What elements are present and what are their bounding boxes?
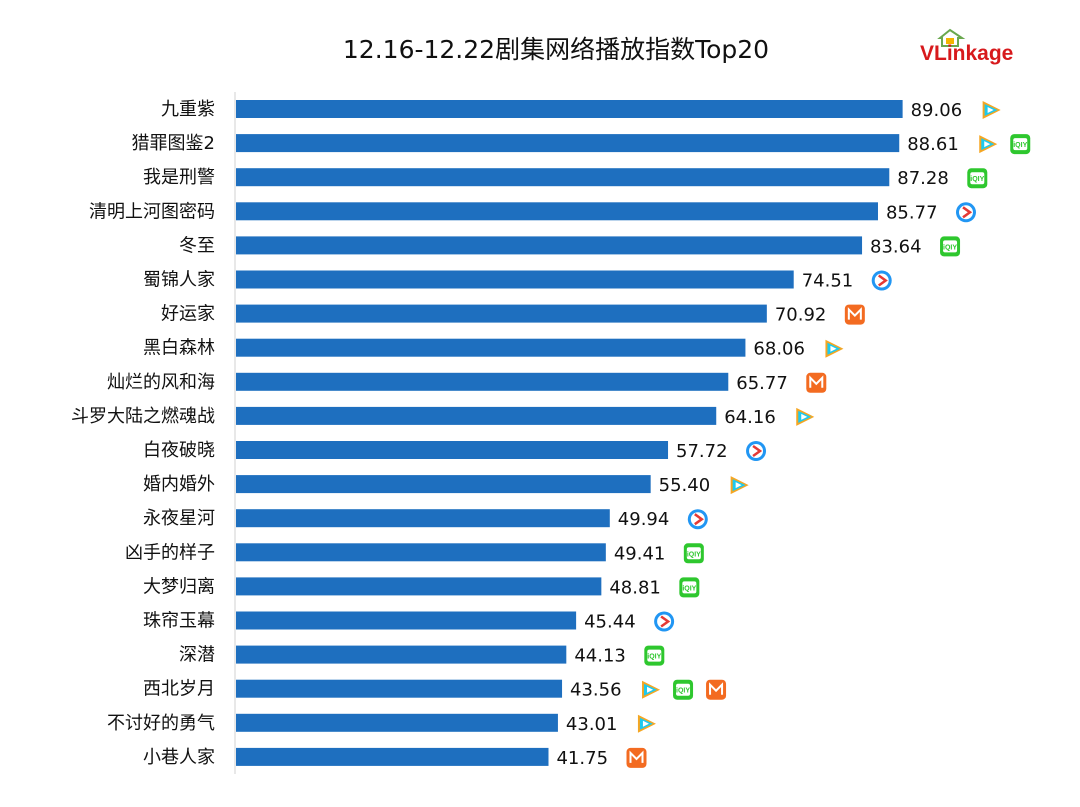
tencent-video-icon xyxy=(637,714,656,733)
value-label: 68.06 xyxy=(753,339,805,360)
bar xyxy=(236,134,900,153)
bar xyxy=(236,270,794,289)
value-label: 43.01 xyxy=(566,714,618,735)
value-label: 88.61 xyxy=(907,134,959,155)
bar xyxy=(236,679,563,698)
iqiyi-icon: iQIY xyxy=(683,543,704,564)
category-label: 黑白森林 xyxy=(143,338,215,359)
value-label: 65.77 xyxy=(736,373,788,394)
value-label: 45.44 xyxy=(584,612,636,633)
category-label: 大梦归离 xyxy=(143,576,215,597)
bar xyxy=(236,509,610,528)
logo-text: VLinkage xyxy=(920,42,1013,65)
bar xyxy=(236,747,549,766)
category-label: 我是刑警 xyxy=(143,167,215,188)
svg-text:iQIY: iQIY xyxy=(943,244,957,251)
bars-group: 九重紫 89.06 猎罪图鉴2 88.61 iQIY 我是刑警 87.28 iQIY 清明上河图… xyxy=(71,99,1031,769)
value-label: 41.75 xyxy=(556,748,608,769)
bar xyxy=(236,338,746,357)
category-label: 灿烂的风和海 xyxy=(107,372,215,393)
bar xyxy=(236,441,669,459)
bar xyxy=(236,304,767,323)
category-label: 不讨好的勇气 xyxy=(107,713,215,734)
tencent-video-icon xyxy=(825,339,844,358)
category-label: 深潜 xyxy=(179,645,215,666)
youku-icon xyxy=(654,611,675,632)
bar xyxy=(236,372,729,391)
category-label: 冬至 xyxy=(179,235,215,256)
mango-tv-icon xyxy=(626,747,647,768)
svg-text:iQIY: iQIY xyxy=(970,176,984,183)
bar xyxy=(236,645,567,664)
value-label: 74.51 xyxy=(802,271,854,292)
mango-tv-icon xyxy=(706,679,727,700)
chart-title: 12.16-12.22剧集网络播放指数Top20 xyxy=(342,35,770,64)
tencent-video-icon xyxy=(796,407,815,426)
category-label: 斗罗大陆之燃魂战 xyxy=(71,406,215,427)
bar xyxy=(236,543,606,562)
bar xyxy=(236,475,651,494)
bar xyxy=(236,713,558,732)
value-label: 44.13 xyxy=(574,646,626,667)
svg-text:iQIY: iQIY xyxy=(1013,142,1027,149)
iqiyi-icon: iQIY xyxy=(679,577,700,598)
youku-icon xyxy=(871,270,892,291)
value-label: 49.41 xyxy=(614,543,666,564)
youku-icon xyxy=(687,509,708,530)
category-label: 清明上河图密码 xyxy=(89,201,215,222)
category-label: 婚内婚外 xyxy=(143,474,215,495)
youku-icon xyxy=(746,441,767,461)
category-label: 西北岁月 xyxy=(143,679,215,700)
bar xyxy=(236,202,878,221)
iqiyi-icon: iQIY xyxy=(1010,134,1031,155)
value-label: 55.40 xyxy=(659,475,711,496)
category-label: 白夜破晓 xyxy=(143,440,215,461)
bar xyxy=(236,168,890,187)
svg-text:iQIY: iQIY xyxy=(682,585,696,592)
svg-text:iQIY: iQIY xyxy=(687,551,701,558)
bar xyxy=(236,577,602,596)
bar xyxy=(236,236,863,255)
category-label: 好运家 xyxy=(161,304,215,325)
value-label: 57.72 xyxy=(676,441,728,462)
tencent-video-icon xyxy=(982,101,1001,119)
value-label: 87.28 xyxy=(897,168,949,189)
value-label: 83.64 xyxy=(870,236,922,257)
category-label: 珠帘玉幕 xyxy=(143,611,215,632)
value-label: 43.56 xyxy=(570,680,622,701)
category-label: 凶手的样子 xyxy=(125,542,215,563)
mango-tv-icon xyxy=(806,372,827,393)
logo-house-icon xyxy=(937,28,966,47)
vlinkage-logo: VLinkage xyxy=(920,28,1013,65)
value-label: 49.94 xyxy=(618,509,670,530)
svg-text:iQIY: iQIY xyxy=(647,654,661,661)
bar xyxy=(236,100,903,118)
value-label: 85.77 xyxy=(886,202,938,223)
tencent-video-icon xyxy=(979,135,998,154)
value-label: 64.16 xyxy=(724,407,776,428)
value-label: 89.06 xyxy=(911,100,963,121)
value-label: 48.81 xyxy=(609,577,661,598)
tencent-video-icon xyxy=(642,680,661,699)
iqiyi-icon: iQIY xyxy=(940,236,961,257)
youku-icon xyxy=(955,202,976,223)
bar xyxy=(236,406,717,425)
category-label: 小巷人家 xyxy=(143,747,215,768)
category-label: 蜀锦人家 xyxy=(143,270,215,291)
svg-text:iQIY: iQIY xyxy=(676,688,690,695)
category-label: 猎罪图鉴2 xyxy=(132,133,215,154)
iqiyi-icon: iQIY xyxy=(967,168,988,189)
bar xyxy=(236,611,577,630)
category-label: 九重紫 xyxy=(161,99,215,120)
value-label: 70.92 xyxy=(775,305,827,326)
iqiyi-icon: iQIY xyxy=(644,645,665,666)
iqiyi-icon: iQIY xyxy=(673,679,694,700)
category-label: 永夜星河 xyxy=(143,508,215,529)
tencent-video-icon xyxy=(730,476,749,495)
mango-tv-icon xyxy=(844,304,865,325)
